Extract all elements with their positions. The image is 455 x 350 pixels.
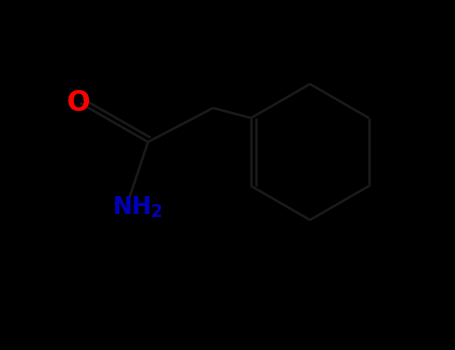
Text: NH: NH <box>113 195 153 219</box>
Text: O: O <box>66 89 90 117</box>
Text: 2: 2 <box>150 203 162 221</box>
